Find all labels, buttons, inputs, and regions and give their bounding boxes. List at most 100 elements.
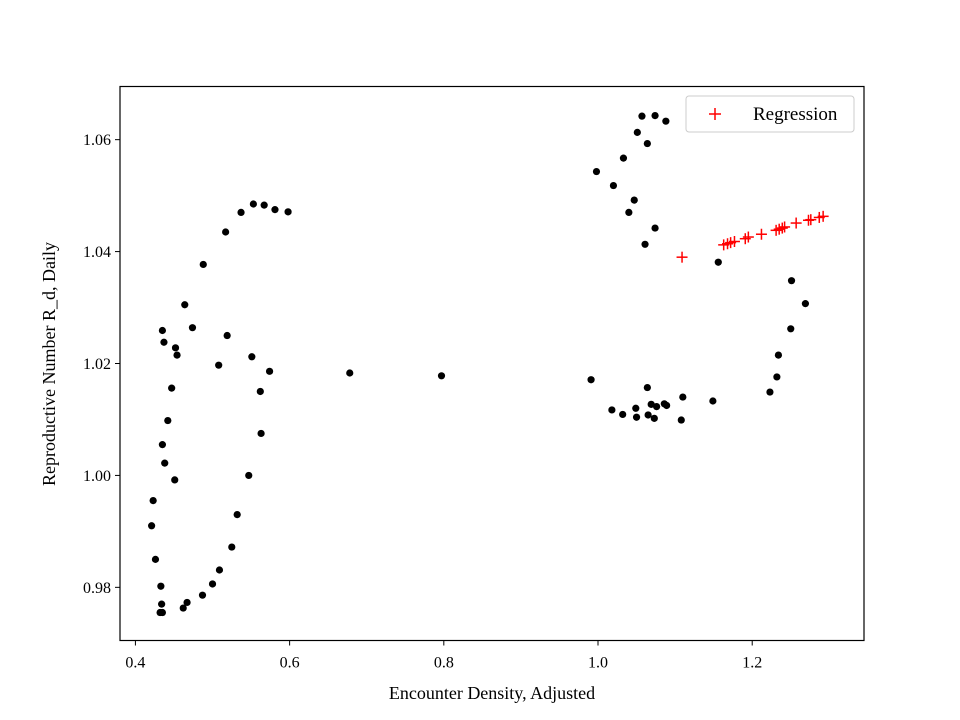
- observed-point: [161, 459, 169, 467]
- y-tick-label: 1.00: [83, 468, 111, 485]
- observed-point: [223, 331, 231, 340]
- regression-point: [790, 217, 802, 229]
- observed-point: [164, 416, 172, 425]
- observed-point: [662, 117, 670, 125]
- observed-point: [157, 582, 165, 590]
- observed-point: [653, 402, 661, 411]
- observed-point: [198, 591, 207, 599]
- plot-area-frame: [119, 85, 865, 642]
- observed-point: [641, 240, 649, 248]
- observed-point: [638, 112, 646, 120]
- regression-point: [805, 214, 817, 226]
- data-points: [148, 111, 829, 617]
- observed-point: [608, 406, 616, 414]
- observed-point: [265, 367, 274, 375]
- legend-label-regression: Regression: [753, 104, 838, 125]
- observed-point: [237, 208, 245, 217]
- observed-point: [168, 384, 176, 392]
- observed-point: [173, 351, 181, 359]
- observed-point: [714, 258, 722, 266]
- observed-point: [773, 373, 781, 381]
- observed-point: [158, 441, 167, 449]
- observed-point: [787, 325, 795, 333]
- observed-point: [677, 416, 685, 424]
- observed-point: [249, 200, 257, 208]
- observed-point: [215, 361, 223, 369]
- observed-point: [199, 260, 207, 269]
- y-tick-label: 1.06: [83, 132, 111, 149]
- observed-point: [181, 301, 189, 309]
- observed-point: [245, 471, 253, 480]
- x-tick-label: 0.4: [125, 655, 145, 672]
- observed-point: [437, 372, 446, 380]
- x-tick-label: 1.2: [742, 655, 762, 672]
- y-tick-label: 0.98: [83, 580, 111, 597]
- regression-point: [676, 251, 688, 263]
- regression-point: [779, 221, 791, 233]
- observed-point: [619, 154, 628, 162]
- x-tick-label: 0.6: [280, 655, 300, 672]
- observed-point: [801, 300, 810, 308]
- regression-point: [755, 228, 767, 240]
- observed-point: [248, 353, 256, 361]
- legend-marker-regression: [709, 108, 721, 120]
- observed-point: [644, 411, 652, 419]
- x-axis-label: Encounter Density, Adjusted: [389, 683, 595, 703]
- observed-point: [633, 128, 641, 136]
- observed-point: [643, 139, 651, 148]
- observed-point: [592, 167, 601, 176]
- regression-point: [773, 223, 785, 235]
- observed-point: [257, 429, 265, 438]
- observed-point: [632, 413, 641, 421]
- observed-point: [215, 566, 224, 574]
- observed-point: [222, 228, 230, 236]
- observed-point: [647, 400, 655, 408]
- x-axis-ticks: 0.4 0.6 0.8 1.0 1.2: [125, 640, 762, 672]
- observed-point: [651, 111, 659, 120]
- observed-point: [709, 397, 717, 405]
- x-tick-label: 1.0: [588, 655, 608, 672]
- observed-point: [149, 497, 157, 505]
- observed-point: [787, 277, 796, 285]
- regression-point: [739, 233, 751, 245]
- observed-point: [188, 324, 197, 332]
- observed-point: [679, 393, 687, 401]
- observed-point: [179, 604, 187, 612]
- observed-point: [609, 181, 618, 190]
- observed-point: [171, 344, 180, 352]
- observed-point: [630, 196, 638, 204]
- x-tick-label: 0.8: [434, 655, 454, 672]
- observed-point: [158, 600, 166, 608]
- observed-point: [256, 387, 264, 396]
- observed-point: [625, 208, 633, 217]
- observed-point: [260, 201, 268, 209]
- y-tick-label: 1.02: [83, 356, 111, 373]
- observed-point: [284, 208, 292, 216]
- observed-point: [650, 414, 658, 422]
- regression-point: [742, 231, 754, 243]
- observed-point: [619, 410, 627, 419]
- observed-point: [233, 510, 241, 519]
- y-axis-label: Reproductive Number R_d, Daily: [39, 242, 59, 486]
- legend: Regression: [685, 95, 855, 133]
- observed-point: [228, 543, 236, 551]
- y-tick-label: 1.04: [83, 244, 111, 261]
- regression-point: [776, 222, 788, 234]
- legend-box: [685, 95, 855, 133]
- observed-point: [151, 555, 160, 563]
- observed-point: [160, 338, 168, 346]
- observed-point: [632, 404, 640, 412]
- regression-point: [728, 236, 740, 248]
- observed-point: [148, 522, 156, 530]
- y-axis-ticks: 0.98 1.00 1.02 1.04 1.06: [83, 132, 120, 597]
- observed-point: [643, 383, 651, 392]
- observed-point: [651, 224, 659, 232]
- observed-point: [171, 476, 179, 484]
- observed-point: [158, 326, 167, 335]
- observed-point: [208, 580, 217, 588]
- regression-point: [817, 210, 829, 222]
- observed-point: [663, 401, 671, 410]
- observed-point: [271, 206, 279, 214]
- observed-point: [766, 388, 774, 396]
